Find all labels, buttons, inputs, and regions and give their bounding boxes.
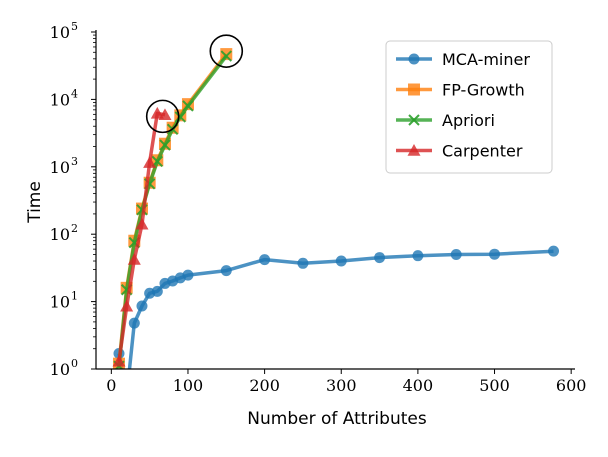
data-point-apriori-6 — [159, 139, 171, 151]
legend-entry-fp-growth: FP-Growth — [396, 81, 525, 100]
data-point-apriori-8 — [174, 111, 187, 123]
data-point-carpenter-3 — [135, 217, 149, 230]
series-line-carpenter — [117, 111, 166, 362]
legend-marker-fp-growth — [408, 83, 420, 96]
y-tick-label-0: 10 — [50, 360, 70, 379]
x-tick-label-0: 0 — [106, 376, 116, 395]
data-point-mca-miner-17 — [489, 248, 501, 260]
x-tick-label-1: 100 — [173, 376, 204, 395]
y-tick-exponent-1: 1 — [71, 290, 78, 303]
data-point-mca-miner-3 — [136, 300, 148, 312]
data-point-carpenter-4 — [143, 156, 157, 168]
legend-entry-carpenter: Carpenter — [396, 142, 523, 161]
data-point-mca-miner-15 — [412, 250, 424, 262]
x-tick-label-3: 300 — [326, 376, 357, 395]
y-tick-exponent-0: 0 — [71, 357, 78, 370]
data-point-mca-miner-16 — [450, 248, 462, 260]
plot-area — [112, 34, 560, 401]
y-tick-exponent-2: 2 — [71, 222, 78, 235]
series-group — [112, 48, 560, 401]
data-point-mca-miner-13 — [335, 255, 347, 267]
y-tick-label-4: 10 — [50, 90, 70, 109]
data-point-mca-miner-11 — [259, 254, 271, 266]
data-point-apriori-9 — [182, 100, 194, 112]
data-point-apriori-10-stroke-b — [220, 50, 232, 62]
x-axis-label: Number of Attributes — [247, 409, 427, 429]
data-point-carpenter-5 — [150, 106, 164, 119]
legend-marker-apriori — [408, 114, 420, 126]
series-carpenter — [112, 106, 172, 367]
legend-label-fp-growth: FP-Growth — [442, 81, 525, 100]
legend-box — [385, 40, 553, 174]
legend-label-apriori: Apriori — [442, 111, 495, 130]
x-tick-label-2: 200 — [249, 376, 280, 395]
data-point-mca-miner-14 — [374, 252, 386, 264]
data-point-carpenter-6 — [158, 108, 172, 121]
legend-entry-apriori: Apriori — [396, 111, 495, 130]
y-tick-label-3: 10 — [50, 158, 70, 177]
x-tick-label-4: 400 — [403, 376, 434, 395]
highlight-circle-0 — [145, 99, 180, 134]
data-point-apriori-6-stroke-b — [159, 139, 171, 151]
y-tick-exponent-5: 5 — [71, 20, 78, 33]
legend-marker-apriori-stroke-b — [408, 114, 420, 126]
x-tick-label-6: 600 — [556, 376, 587, 395]
legend: MCA-miner FP-Growth Apriori Carpenter — [385, 40, 553, 174]
data-point-carpenter-0 — [112, 354, 126, 367]
data-point-mca-miner-5 — [151, 285, 163, 297]
y-tick-label-2: 10 — [50, 225, 70, 244]
series-mca-miner — [113, 245, 560, 401]
data-point-mca-miner-2 — [128, 317, 140, 329]
data-point-mca-miner-1 — [121, 390, 132, 401]
y-tick-label-5: 10 — [50, 23, 70, 42]
data-point-mca-miner-9 — [182, 269, 194, 281]
legend-marker-mca-miner — [408, 53, 420, 65]
y-tick-label-1: 10 — [50, 293, 70, 312]
data-point-mca-miner-18 — [548, 245, 560, 257]
y-tick-exponent-3: 3 — [71, 155, 78, 168]
data-point-apriori-10 — [220, 50, 232, 62]
legend-label-mca-miner: MCA-miner — [442, 50, 530, 69]
legend-entry-mca-miner: MCA-miner — [396, 50, 530, 69]
data-point-apriori-9-stroke-b — [182, 100, 194, 112]
data-point-mca-miner-12 — [297, 257, 309, 269]
y-axis-label: Time — [25, 181, 45, 224]
highlight-circle-1 — [209, 34, 244, 68]
y-tick-exponent-4: 4 — [71, 87, 78, 100]
data-point-carpenter-2 — [127, 253, 141, 265]
legend-label-carpenter: Carpenter — [442, 142, 523, 161]
data-point-mca-miner-10 — [220, 265, 232, 277]
legend-marker-carpenter — [407, 144, 421, 156]
data-point-apriori-8-stroke-b — [174, 111, 187, 123]
x-tick-label-5: 500 — [479, 376, 510, 395]
data-point-carpenter-1 — [120, 299, 134, 312]
